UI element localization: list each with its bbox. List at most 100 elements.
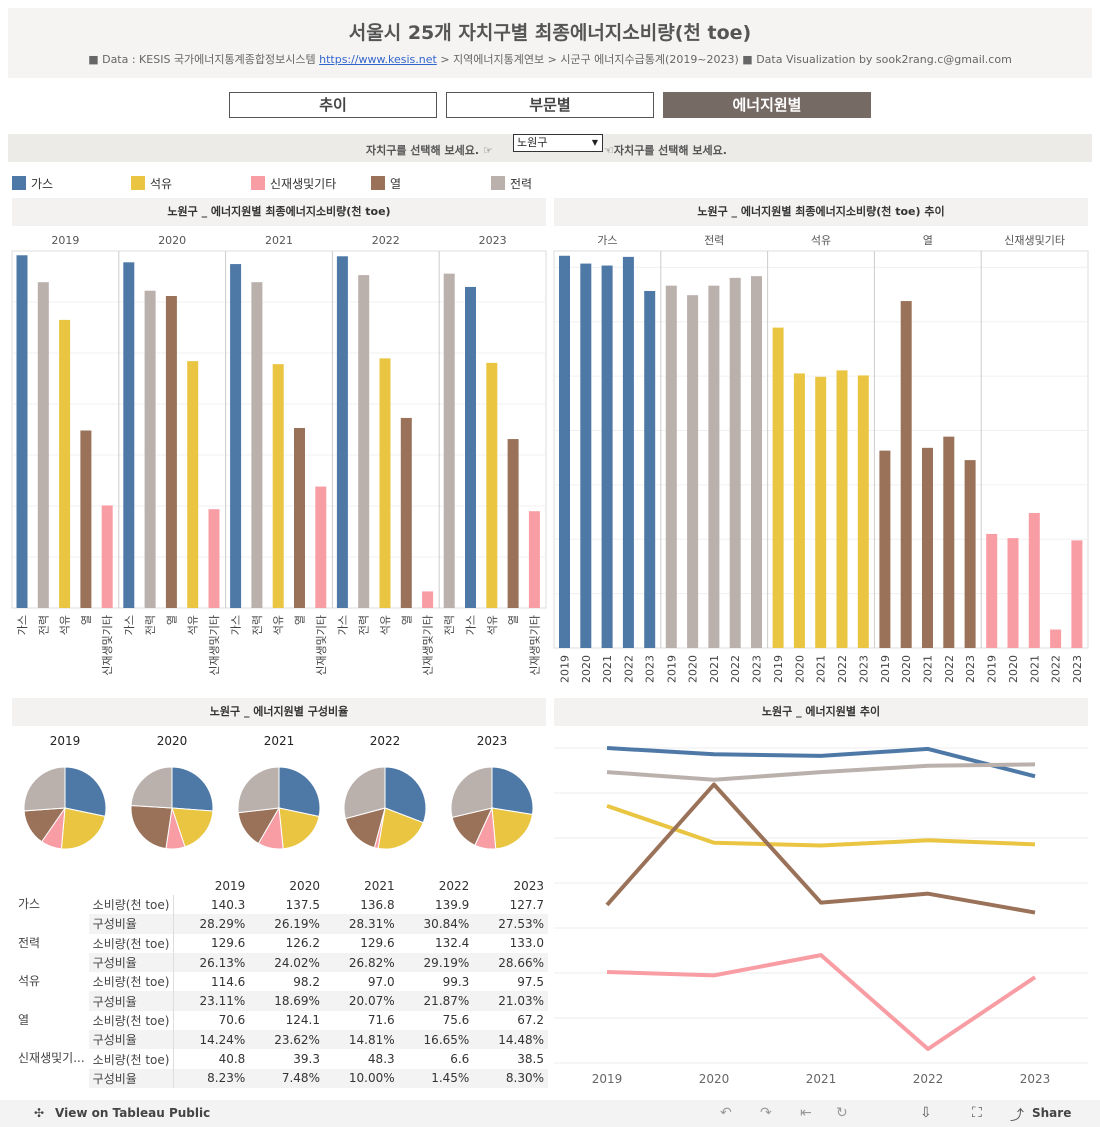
chart1-source-label: 가스 bbox=[336, 615, 349, 635]
bar-heat-2019 bbox=[879, 450, 891, 648]
pie-year-label: 2023 bbox=[477, 734, 508, 748]
table-cell-consumption: 139.9 bbox=[434, 897, 470, 912]
chart2-year-label: 2019 bbox=[986, 655, 999, 683]
chart2-year-label: 2020 bbox=[1007, 655, 1020, 683]
tab-sector[interactable]: 부문별 bbox=[446, 92, 654, 118]
district-dropdown[interactable]: 노원구 ▼ bbox=[513, 134, 603, 152]
line-gas bbox=[606, 746, 1036, 779]
table-cell-share: 14.24% bbox=[173, 1030, 250, 1050]
redo-icon[interactable]: ↷ bbox=[760, 1105, 772, 1121]
bar-electricity-2022 bbox=[729, 277, 741, 648]
chart1-source-label: 전력 bbox=[358, 615, 371, 635]
pie-slice-gas-2019 bbox=[64, 766, 107, 818]
pie-slice-electricity-2023 bbox=[450, 766, 493, 818]
table-cell-consumption: 98.2 bbox=[293, 974, 320, 989]
share-button[interactable]: Share bbox=[1032, 1106, 1072, 1120]
chart1-source-label: 신재생및기타 bbox=[315, 615, 328, 676]
bar-heat-2020 bbox=[900, 301, 912, 648]
bar-oil-2023 bbox=[486, 362, 498, 608]
chart1-year-label: 2020 bbox=[158, 234, 186, 247]
chart2-year-label: 2020 bbox=[687, 655, 700, 683]
chart1-source-label: 가스 bbox=[230, 615, 243, 635]
table-cell-share: 28.29% bbox=[173, 914, 250, 934]
chart2-year-label: 2019 bbox=[772, 655, 785, 683]
revert-icon[interactable]: ⇤ bbox=[800, 1105, 812, 1121]
tab-energy-source[interactable]: 에너지원별 bbox=[663, 92, 871, 118]
table-source-label: 신재생및기... bbox=[18, 1051, 85, 1066]
table-cell-share: 20.07% bbox=[323, 991, 399, 1011]
fullscreen-icon[interactable]: ⛶ bbox=[972, 1105, 982, 1121]
bar-electricity-2020 bbox=[144, 290, 156, 608]
bar-gas-2021 bbox=[601, 265, 613, 648]
bar-oil-2023 bbox=[857, 375, 869, 648]
chart1-source-label: 석유 bbox=[379, 615, 392, 635]
table-cell-share: 23.11% bbox=[173, 991, 250, 1011]
refresh-icon[interactable]: ↻ bbox=[836, 1105, 848, 1121]
table-cell-consumption: 38.5 bbox=[517, 1052, 544, 1067]
bar-electricity-2021 bbox=[251, 282, 263, 608]
pie-year-label: 2020 bbox=[157, 734, 188, 748]
chart2-year-label: 2021 bbox=[708, 655, 721, 683]
table-cell-consumption: 75.6 bbox=[442, 1013, 470, 1028]
bar-gas-2020 bbox=[123, 262, 135, 608]
chart-pies: 2019 2020 2021 2022 2023 bbox=[23, 734, 534, 850]
tab-trend[interactable]: 추이 bbox=[229, 92, 437, 118]
chart2-year-label: 2019 bbox=[665, 655, 678, 683]
table-source-label: 열 bbox=[18, 1012, 30, 1027]
pie-slice-gas-2023 bbox=[491, 766, 534, 816]
chart1-source-label: 가스 bbox=[465, 615, 478, 635]
bar-heat-2023 bbox=[507, 439, 519, 608]
chart1-source-label: 열 bbox=[294, 615, 307, 625]
table-cell-consumption: 136.8 bbox=[360, 897, 395, 912]
table-cell-consumption: 40.8 bbox=[218, 1052, 246, 1067]
table-cell-share: 8.23% bbox=[173, 1068, 250, 1088]
table-cell-consumption: 70.6 bbox=[218, 1013, 246, 1028]
table-year-header: 2022 bbox=[438, 878, 470, 893]
table-cell-consumption: 129.6 bbox=[360, 936, 395, 951]
share-icon[interactable]: ⤴ bbox=[1010, 1108, 1024, 1124]
table-row: 신재생및기... 소비량(천 toe) 40.8 39.3 48.3 6.6 38.5 bbox=[14, 1049, 548, 1069]
table-row: 열 소비량(천 toe) 70.6 124.1 71.6 75.6 67.2 bbox=[14, 1010, 548, 1031]
legend-label-renewable: 신재생및기타 bbox=[270, 177, 337, 191]
data-source-line: ■ Data : KESIS 국가에너지통계종합정보시스템 https://ww… bbox=[8, 51, 1092, 67]
chart2-year-label: 2023 bbox=[751, 655, 764, 683]
chart1-source-label: 석유 bbox=[187, 615, 200, 635]
legend-item-electricity[interactable]: 전력 bbox=[491, 175, 532, 192]
chart2-year-label: 2022 bbox=[622, 655, 635, 683]
legend-item-renewable[interactable]: 신재생및기타 bbox=[251, 175, 336, 192]
table-cell-share: 30.84% bbox=[398, 914, 474, 934]
table-cell-consumption: 124.1 bbox=[285, 1013, 320, 1028]
pie-slice-electricity-2022 bbox=[343, 766, 386, 820]
bar-renewable-2020 bbox=[1007, 538, 1019, 648]
legend-label-electricity: 전력 bbox=[510, 177, 533, 191]
legend-item-gas[interactable]: 가스 bbox=[12, 175, 53, 192]
chart1-source-label: 석유 bbox=[59, 615, 72, 635]
panel3-title: 노원구 _ 에너지원별 구성비율 bbox=[12, 698, 546, 726]
table-cell-consumption: 6.6 bbox=[450, 1052, 470, 1067]
bar-heat-2020 bbox=[165, 296, 177, 608]
pie-slice-oil-2021 bbox=[278, 807, 320, 850]
table-row: 석유 소비량(천 toe) 114.6 98.2 97.0 99.3 97.5 bbox=[14, 972, 548, 992]
data-table: 2019 2020 2021 2022 2023 가스 소비량(천 toe) 140.3 13… bbox=[14, 876, 548, 1088]
download-icon[interactable]: ⇩ bbox=[920, 1105, 932, 1121]
table-cell-share: 16.65% bbox=[398, 1030, 474, 1050]
bar-electricity-2021 bbox=[708, 285, 720, 648]
table-cell-consumption: 39.3 bbox=[293, 1052, 320, 1067]
table-metric-label: 구성비율 bbox=[88, 1030, 175, 1050]
chart4-x-label: 2021 bbox=[806, 1072, 837, 1086]
district-selector-bar: 자치구를 선택해 보세요. ☞ 노원구 ▼ ☜자치구를 선택해 보세요. bbox=[8, 134, 1092, 162]
kesis-link[interactable]: https://www.kesis.net bbox=[319, 53, 437, 66]
view-on-tableau-link[interactable]: View on Tableau Public bbox=[55, 1106, 211, 1120]
table-cell-share: 1.45% bbox=[398, 1068, 474, 1088]
pie-slice-heat-2020 bbox=[130, 804, 173, 850]
chart1-source-label: 석유 bbox=[272, 615, 285, 635]
dropdown-arrow-icon: ▼ bbox=[591, 138, 598, 147]
table-body: 가스 소비량(천 toe) 140.3 137.5 136.8 139.9 127.7 구성비… bbox=[14, 895, 548, 1088]
bar-electricity-2020 bbox=[687, 295, 699, 648]
bar-electricity-2023 bbox=[751, 276, 762, 648]
undo-icon[interactable]: ↶ bbox=[720, 1105, 732, 1121]
legend-item-oil[interactable]: 석유 bbox=[131, 175, 172, 192]
bar-gas-2020 bbox=[580, 263, 592, 648]
pie-year-label: 2019 bbox=[50, 734, 81, 748]
legend-item-heat[interactable]: 열 bbox=[371, 175, 401, 192]
